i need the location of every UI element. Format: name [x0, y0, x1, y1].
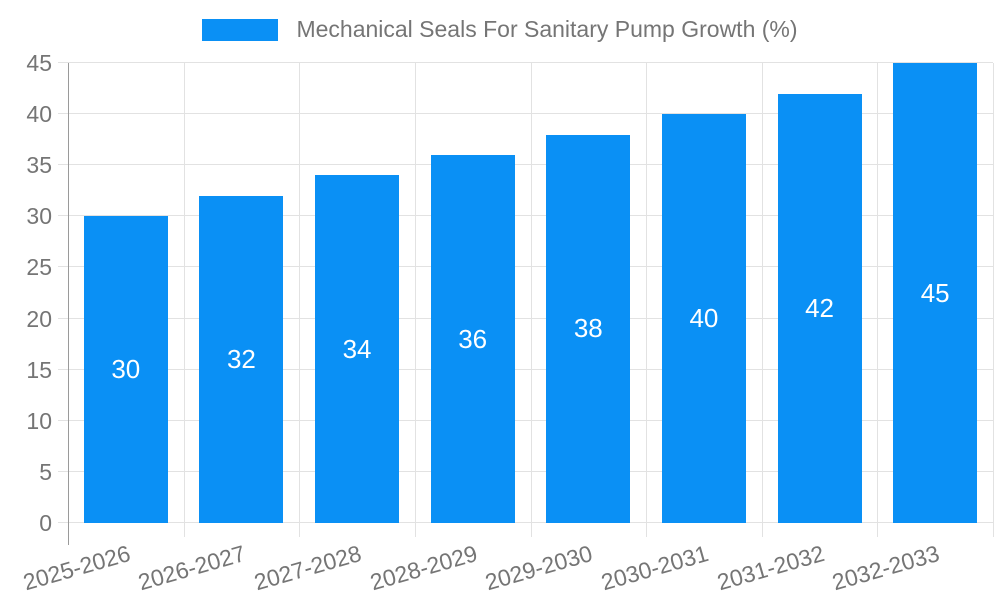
x-axis: 2025-2026 2026-2027 2027-2028 2028-2029 2029… — [20, 540, 993, 600]
gridline-horizontal — [58, 266, 993, 268]
gridline-vertical — [993, 63, 994, 537]
gridline-horizontal — [58, 419, 993, 421]
x-tick-label: 2026-2027 — [135, 540, 249, 596]
bar-value-label: 38 — [573, 313, 603, 344]
bar[interactable]: 30 — [83, 216, 168, 523]
x-tick-label: 2030-2031 — [598, 540, 712, 596]
bar-value-label: 34 — [342, 333, 372, 364]
plot-area: 30 32 34 36 38 40 42 45 — [58, 62, 994, 545]
legend-label: Mechanical Seals For Sanitary Pump Growt… — [296, 16, 798, 42]
bar-value-label: 45 — [920, 277, 950, 308]
y-tick-label: 40 — [26, 101, 52, 128]
gridline-vertical — [761, 63, 763, 537]
bar[interactable]: 34 — [315, 175, 400, 523]
gridline-horizontal — [58, 368, 993, 370]
legend[interactable]: Mechanical Seals For Sanitary Pump Growt… — [0, 16, 1000, 43]
y-tick-label: 45 — [26, 50, 52, 76]
y-tick-label: 30 — [26, 203, 52, 230]
legend-swatch — [202, 18, 279, 41]
bar-value-label: 36 — [458, 323, 488, 354]
gridline-vertical — [877, 63, 879, 537]
x-tick-label: 2028-2029 — [366, 540, 480, 596]
bar-value-label: 40 — [689, 303, 719, 334]
gridline-vertical — [646, 63, 648, 537]
y-tick-label: 35 — [26, 152, 52, 179]
bar-value-label: 42 — [805, 292, 835, 323]
y-tick-label: 20 — [26, 305, 52, 332]
gridline-horizontal — [58, 62, 993, 63]
x-tick-label: 2031-2032 — [713, 540, 827, 596]
bar[interactable]: 42 — [777, 93, 862, 523]
bar[interactable]: 40 — [661, 114, 746, 523]
x-tick-label: 2029-2030 — [482, 540, 596, 596]
gridline-horizontal — [58, 317, 993, 319]
gridline-vertical — [530, 63, 532, 537]
gridline-vertical — [299, 63, 301, 537]
gridline-vertical — [414, 63, 416, 537]
bar[interactable]: 36 — [430, 155, 515, 523]
x-tick-label: 2025-2026 — [20, 540, 133, 596]
gridline-horizontal — [58, 164, 993, 166]
gridline-horizontal — [58, 113, 993, 115]
gridline-horizontal — [58, 215, 993, 217]
bar-value-label: 32 — [226, 343, 256, 374]
y-tick-label: 0 — [39, 510, 52, 536]
y-tick-label: 10 — [26, 407, 52, 434]
y-axis-line — [68, 63, 69, 545]
y-tick-label: 15 — [26, 356, 52, 383]
bar[interactable]: 45 — [893, 63, 978, 523]
x-tick-label: 2032-2033 — [829, 540, 943, 596]
y-tick-label: 25 — [26, 254, 52, 281]
gridline-vertical — [183, 63, 185, 537]
y-tick-label: 5 — [39, 458, 52, 485]
gridline-horizontal — [58, 470, 993, 472]
y-axis: 0 5 10 15 20 25 30 35 40 45 — [0, 50, 58, 536]
bar[interactable]: 38 — [546, 134, 631, 523]
bar-value-label: 30 — [111, 354, 141, 385]
x-tick-label: 2027-2028 — [251, 540, 365, 596]
bar[interactable]: 32 — [199, 195, 284, 523]
gridline-horizontal — [58, 522, 993, 523]
